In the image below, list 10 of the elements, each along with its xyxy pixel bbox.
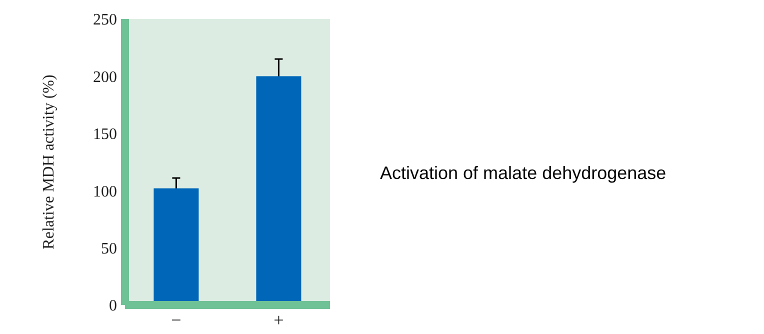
y-axis-title: Relative MDH activity (%) <box>40 74 58 250</box>
y-tick-label: 50 <box>101 240 117 258</box>
x-tick-label: − <box>171 310 182 330</box>
y-tick-label: 200 <box>93 68 117 86</box>
y-tick-label: 100 <box>93 183 117 200</box>
text: Activation of malate dehydrogenase <box>380 163 666 184</box>
x-tick-label: + <box>274 310 284 330</box>
y-tick-label: 150 <box>93 126 117 144</box>
y-tick-label: 250 <box>93 12 117 29</box>
y-tick-label: 0 <box>109 298 117 315</box>
